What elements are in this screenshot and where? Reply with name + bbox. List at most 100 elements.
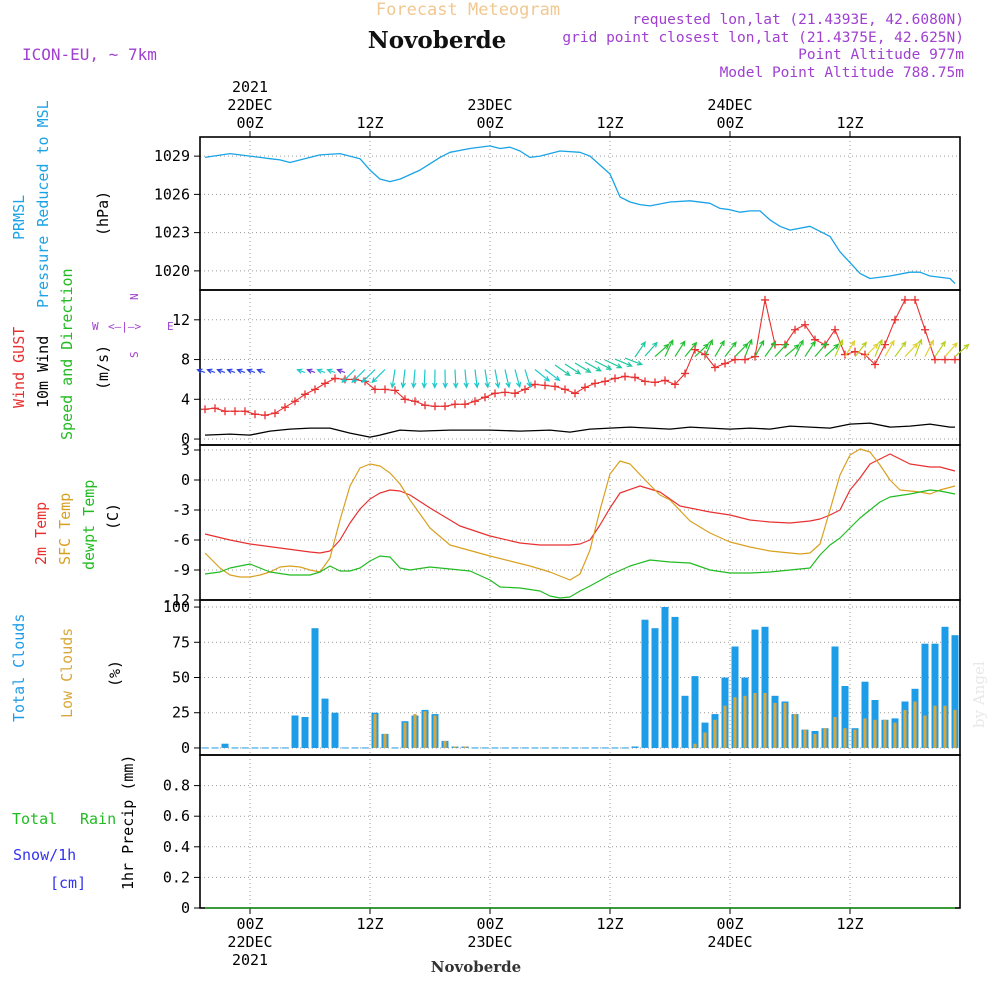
low-cloud-bar	[773, 702, 777, 748]
temp-label-2m: 2m Temp	[32, 502, 50, 565]
gust-marker	[671, 380, 679, 389]
total-cloud-bar	[681, 695, 689, 748]
pressure-panel: PRMSL Pressure Reduced to MSL (hPa) 1020…	[10, 100, 961, 308]
low-cloud-bar	[933, 705, 937, 748]
wind-direction-arrow	[844, 340, 856, 357]
total-cloud-bar	[221, 743, 229, 748]
low-cloud-bar	[723, 705, 727, 748]
wind-direction-arrow	[944, 342, 958, 357]
gust-marker	[621, 372, 629, 381]
low-cloud-bar	[913, 701, 917, 748]
gust-marker	[581, 383, 589, 392]
total-cloud-bar	[311, 628, 319, 748]
gust-line	[204, 299, 955, 416]
y-tick-label: 25	[172, 704, 190, 722]
wind-direction-arrow	[774, 342, 789, 358]
gust-marker	[801, 320, 809, 329]
requested-coords: requested lon,lat (21.4393E, 42.6080N)	[632, 12, 964, 28]
station-title: Novoberde	[368, 27, 507, 54]
y-tick-label: -3	[172, 501, 190, 519]
pressure-unit: (hPa)	[94, 191, 112, 236]
gust-marker	[311, 385, 319, 394]
wind-direction-arrow	[371, 369, 386, 384]
gust-marker	[431, 402, 439, 411]
y-tick-label: 0	[181, 471, 190, 489]
t2m-line	[204, 453, 956, 554]
low-cloud-bar	[903, 709, 907, 748]
gust-marker	[401, 395, 409, 404]
total-cloud-bar	[861, 681, 869, 748]
time-label: 22DEC	[227, 933, 272, 951]
footer-station: Novoberde	[431, 958, 521, 976]
gust-marker	[681, 369, 689, 378]
y-tick-label: 75	[172, 633, 190, 651]
wind-direction-arrow	[256, 368, 266, 374]
wind-direction-arrow	[390, 369, 396, 389]
time-label: 22DEC	[227, 96, 272, 114]
point-altitude: Point Altitude 977m	[798, 47, 964, 63]
wind-direction-arrow	[336, 368, 346, 374]
compass-arrows: <—|—>	[108, 320, 141, 333]
precip-panel: Total Rain Snow/1h [cm] 1hr Precip (mm) …	[12, 754, 961, 917]
gust-marker	[441, 402, 449, 411]
clouds-label-total: Total Clouds	[10, 614, 28, 722]
wind-label-gust: Wind GUST	[10, 327, 28, 408]
low-cloud-bar	[843, 728, 847, 748]
time-label: 2021	[232, 78, 268, 96]
gust-marker	[511, 389, 519, 398]
precip-unit: 1hr Precip (mm)	[119, 755, 137, 890]
total-cloud-bar	[631, 746, 639, 748]
wind-direction-arrow	[654, 343, 670, 358]
gust-marker	[281, 403, 289, 412]
precip-label-rain: Rain	[80, 810, 116, 828]
gust-marker	[421, 401, 429, 410]
total-cloud-bar	[641, 619, 649, 748]
pressure-line	[204, 145, 956, 285]
wind-direction-arrow	[854, 341, 868, 357]
wind-direction-arrow	[734, 342, 749, 358]
gust-marker	[371, 385, 379, 394]
gust-marker	[761, 295, 769, 304]
gust-marker	[911, 295, 919, 304]
gust-marker	[541, 381, 549, 390]
low-cloud-bar	[803, 729, 807, 748]
wind-direction-arrow	[421, 369, 428, 389]
y-tick-label: 50	[172, 669, 190, 687]
wind-direction-arrow	[814, 341, 828, 357]
gust-marker	[241, 407, 249, 416]
wind-direction-arrow	[904, 342, 919, 358]
temp-plot: -12 -9 -6 -3 0 3	[163, 441, 961, 609]
compass-w: W	[92, 320, 99, 333]
total-cloud-bar	[941, 626, 949, 748]
gust-marker	[951, 355, 959, 364]
y-tick-label: 0	[181, 899, 190, 917]
gust-marker	[461, 400, 469, 409]
wind-unit: (m/s)	[94, 345, 112, 390]
low-cloud-bar	[833, 717, 837, 748]
low-cloud-bar	[953, 709, 957, 748]
wind-speed-line	[204, 422, 955, 438]
wind-label-10m: 10m Wind	[34, 336, 52, 408]
low-cloud-bar	[783, 702, 787, 748]
gust-marker	[851, 347, 859, 356]
time-label: 00Z	[236, 114, 263, 132]
wind-direction-arrow	[824, 343, 840, 358]
wind-direction-arrow	[804, 340, 816, 357]
low-cloud-bar	[793, 714, 797, 748]
low-cloud-bar	[813, 733, 817, 748]
low-cloud-bar	[863, 718, 867, 748]
gust-marker	[601, 377, 609, 386]
y-tick-label: 1026	[154, 185, 190, 203]
gust-marker	[931, 355, 939, 364]
gust-marker	[831, 325, 839, 334]
gust-marker	[331, 374, 339, 383]
gust-marker	[451, 400, 459, 409]
total-cloud-bar	[931, 643, 939, 748]
time-label: 2021	[232, 951, 268, 969]
wind-direction-arrow	[574, 362, 592, 374]
wind-direction-arrow	[206, 368, 216, 374]
